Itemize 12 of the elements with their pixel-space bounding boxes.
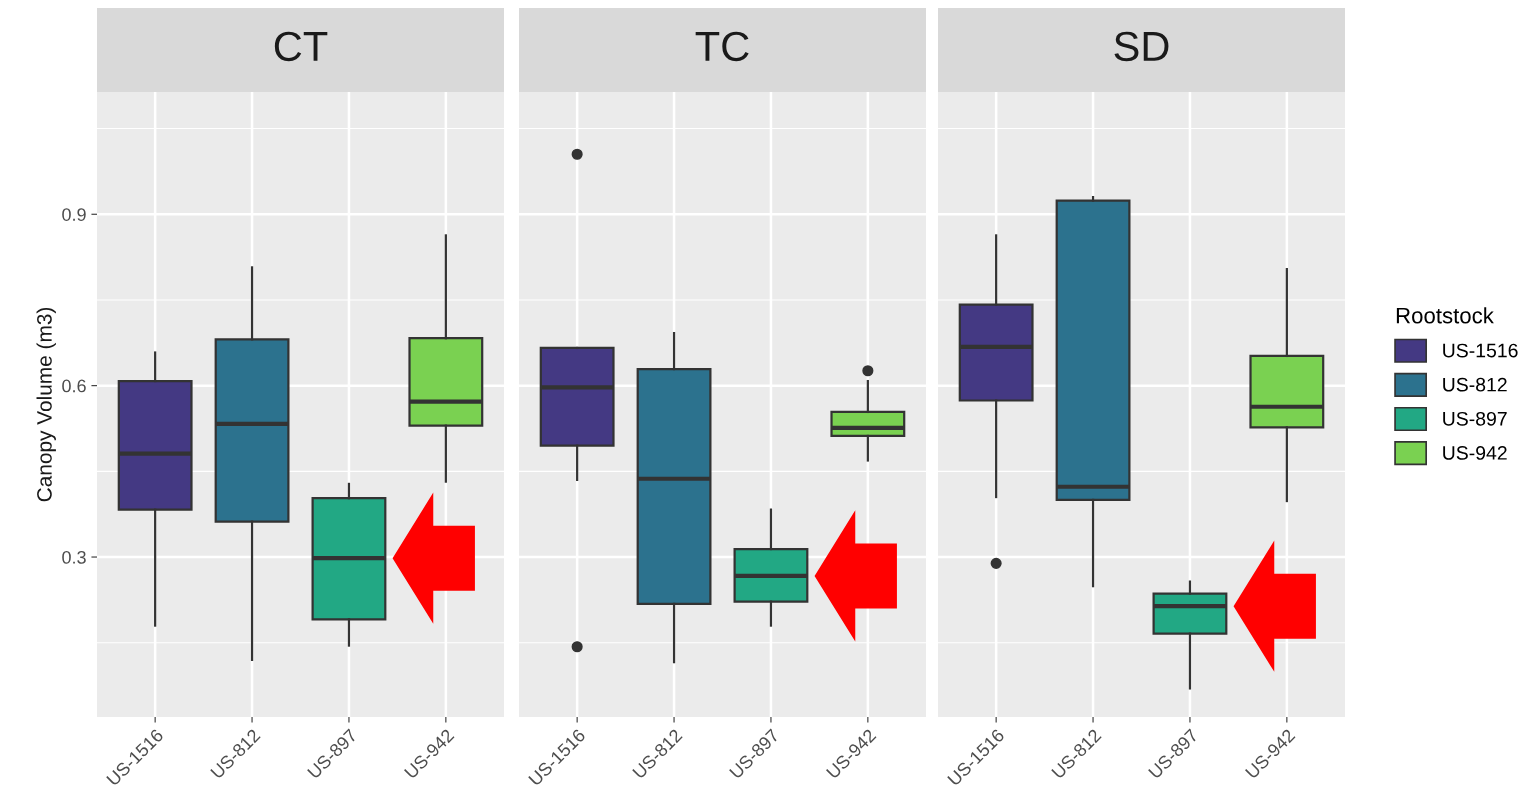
legend-label: US-942 xyxy=(1443,446,1507,460)
chart-title: CT xyxy=(274,31,328,62)
legend-label: US-897 xyxy=(1443,411,1507,426)
legend-label: US-1516 xyxy=(1443,343,1518,358)
legend-title: Rootstock xyxy=(1396,307,1494,324)
y-tick-label: 0.6 xyxy=(62,379,86,393)
legend-label: US-812 xyxy=(1443,377,1507,392)
chart-title: SD xyxy=(1114,31,1169,62)
chart-title: TC xyxy=(695,31,749,62)
y-tick-label: 0.9 xyxy=(62,208,86,221)
y-axis-title: Canopy Volume (m3) xyxy=(36,307,56,502)
y-tick-label: 0.3 xyxy=(62,550,86,564)
